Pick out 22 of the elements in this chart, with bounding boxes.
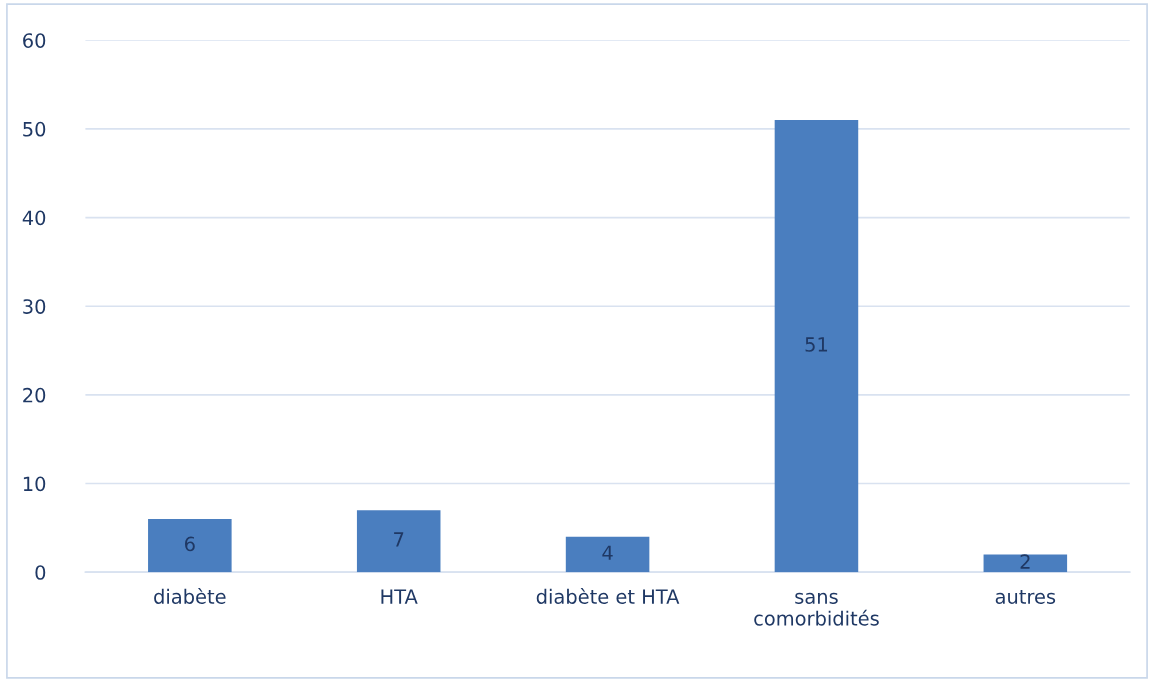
y-tick-label: 50 (23, 121, 46, 137)
y-tick-label: 20 (23, 387, 46, 403)
y-tick-label: 40 (22, 210, 46, 226)
data-label: 7 (394, 532, 404, 547)
y-tick-label: 0 (35, 565, 46, 580)
y-tick-label: 10 (23, 476, 46, 492)
x-tick-label: autres (995, 589, 1056, 604)
bar (983, 554, 1068, 573)
x-tick-label: diabète et HTA (536, 588, 680, 604)
data-label: 6 (185, 536, 195, 552)
x-tick-label: HTA (381, 589, 418, 604)
data-label: 51 (805, 337, 828, 352)
data-label: 2 (1020, 554, 1030, 569)
data-label: 4 (602, 545, 613, 560)
bar (774, 120, 859, 573)
bar (356, 510, 441, 573)
y-tick-label: 60 (23, 33, 46, 48)
x-tick-label: diabète (154, 588, 226, 604)
x-tick-label: sans comorbidités (754, 592, 879, 626)
bar (565, 536, 650, 573)
y-tick-label: 30 (23, 299, 46, 314)
bar (148, 519, 232, 573)
